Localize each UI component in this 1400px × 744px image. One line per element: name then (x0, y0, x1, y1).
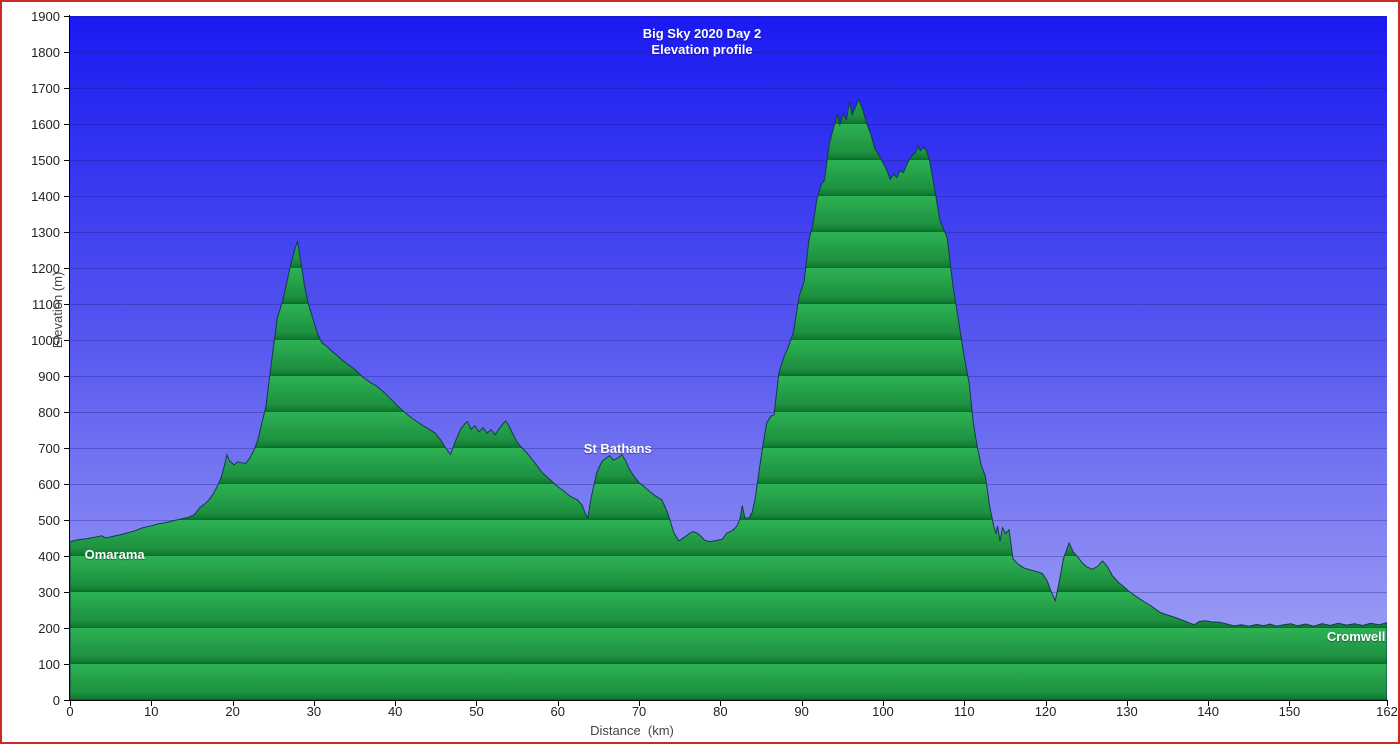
x-tick-mark (639, 701, 641, 706)
annotation-omarama: Omarama (84, 547, 145, 562)
y-axis-line (69, 15, 70, 701)
elevation-profile-polygon (70, 98, 1387, 700)
y-tick-label: 800 (38, 404, 60, 420)
y-tick-label: 1300 (31, 224, 60, 240)
y-tick-label: 500 (38, 512, 60, 528)
y-tick-mark (64, 412, 70, 413)
x-axis-title: Distance (km) (590, 723, 674, 738)
x-tick-label: 70 (631, 704, 647, 719)
y-tick-mark (64, 88, 70, 89)
x-tick-label: 80 (713, 704, 728, 719)
x-tick-mark (1289, 701, 1291, 706)
x-tick-mark (964, 701, 966, 706)
x-tick-label: 60 (550, 704, 565, 719)
y-tick-label: 400 (38, 548, 60, 564)
x-tick-label: 40 (387, 704, 403, 719)
y-tick-mark (64, 124, 70, 125)
x-axis-line (69, 700, 1388, 701)
y-tick-mark (64, 232, 70, 233)
x-tick-label: 10 (144, 704, 159, 719)
y-tick-label: 1500 (31, 152, 60, 168)
y-tick-mark (64, 628, 70, 629)
y-tick-label: 0 (52, 692, 60, 708)
x-tick-label: 162 (1376, 704, 1398, 719)
y-tick-label: 1200 (31, 260, 60, 276)
annotation-st-bathans: St Bathans (583, 441, 652, 457)
y-tick-mark (64, 556, 70, 557)
x-tick-mark (70, 701, 71, 706)
y-tick-mark (64, 520, 70, 521)
y-tick-label: 1900 (31, 8, 60, 24)
x-tick-label: 120 (1034, 704, 1057, 719)
y-tick-label: 100 (38, 656, 60, 672)
y-tick-mark (64, 664, 70, 665)
y-tick-mark (64, 16, 70, 17)
x-tick-mark (151, 701, 153, 706)
y-tick-mark (64, 448, 70, 449)
y-tick-label: 200 (38, 620, 60, 636)
y-tick-mark (64, 376, 70, 377)
y-tick-mark (64, 700, 70, 701)
y-tick-mark (64, 592, 70, 593)
x-tick-mark (232, 701, 234, 706)
y-tick-label: 1000 (31, 332, 60, 348)
y-tick-mark (64, 340, 70, 341)
y-axis-title: Elevation (m) (50, 271, 65, 349)
x-tick-mark (1045, 701, 1047, 706)
y-tick-label: 1100 (32, 296, 60, 312)
x-tick-mark (1387, 701, 1388, 706)
y-tick-mark (64, 196, 70, 197)
y-tick-mark (64, 160, 70, 161)
x-tick-mark (395, 701, 397, 706)
x-tick-mark (882, 701, 884, 706)
x-tick-mark (1208, 701, 1210, 706)
plot-area: Big Sky 2020 Day 2 Elevation profile Oma… (70, 16, 1387, 700)
elevation-profile-area (70, 98, 1387, 700)
y-tick-mark (64, 52, 70, 53)
x-tick-label: 0 (66, 704, 74, 719)
y-tick-label: 1400 (31, 188, 60, 204)
x-tick-label: 20 (225, 704, 240, 719)
x-tick-label: 50 (469, 704, 484, 719)
x-tick-label: 130 (1115, 704, 1138, 719)
y-tick-label: 1700 (31, 80, 60, 96)
y-tick-label: 300 (38, 584, 60, 600)
x-tick-label: 100 (872, 704, 894, 719)
y-tick-mark (64, 304, 70, 305)
y-tick-mark (64, 484, 70, 485)
annotation-cromwell: Cromwell (1326, 629, 1386, 645)
x-tick-label: 150 (1278, 704, 1301, 719)
y-tick-label: 1800 (31, 44, 60, 60)
x-tick-mark (801, 701, 803, 706)
x-tick-label: 90 (794, 704, 809, 719)
x-tick-mark (476, 701, 478, 706)
x-tick-label: 110 (953, 704, 975, 719)
chart-title-line1: Big Sky 2020 Day 2 (642, 26, 762, 41)
chart-title: Big Sky 2020 Day 2 Elevation profile (643, 26, 762, 58)
y-tick-label: 900 (38, 368, 60, 384)
x-tick-mark (557, 701, 559, 706)
x-tick-label: 140 (1197, 704, 1219, 719)
x-tick-mark (1126, 701, 1128, 706)
y-tick-mark (64, 268, 70, 269)
y-tick-label: 600 (38, 476, 60, 492)
x-tick-mark (720, 701, 722, 706)
x-tick-label: 30 (306, 704, 322, 719)
y-tick-label: 1600 (31, 116, 60, 132)
x-tick-mark (313, 701, 315, 706)
y-tick-label: 700 (38, 440, 60, 456)
chart-title-line2: Elevation profile (651, 42, 753, 57)
